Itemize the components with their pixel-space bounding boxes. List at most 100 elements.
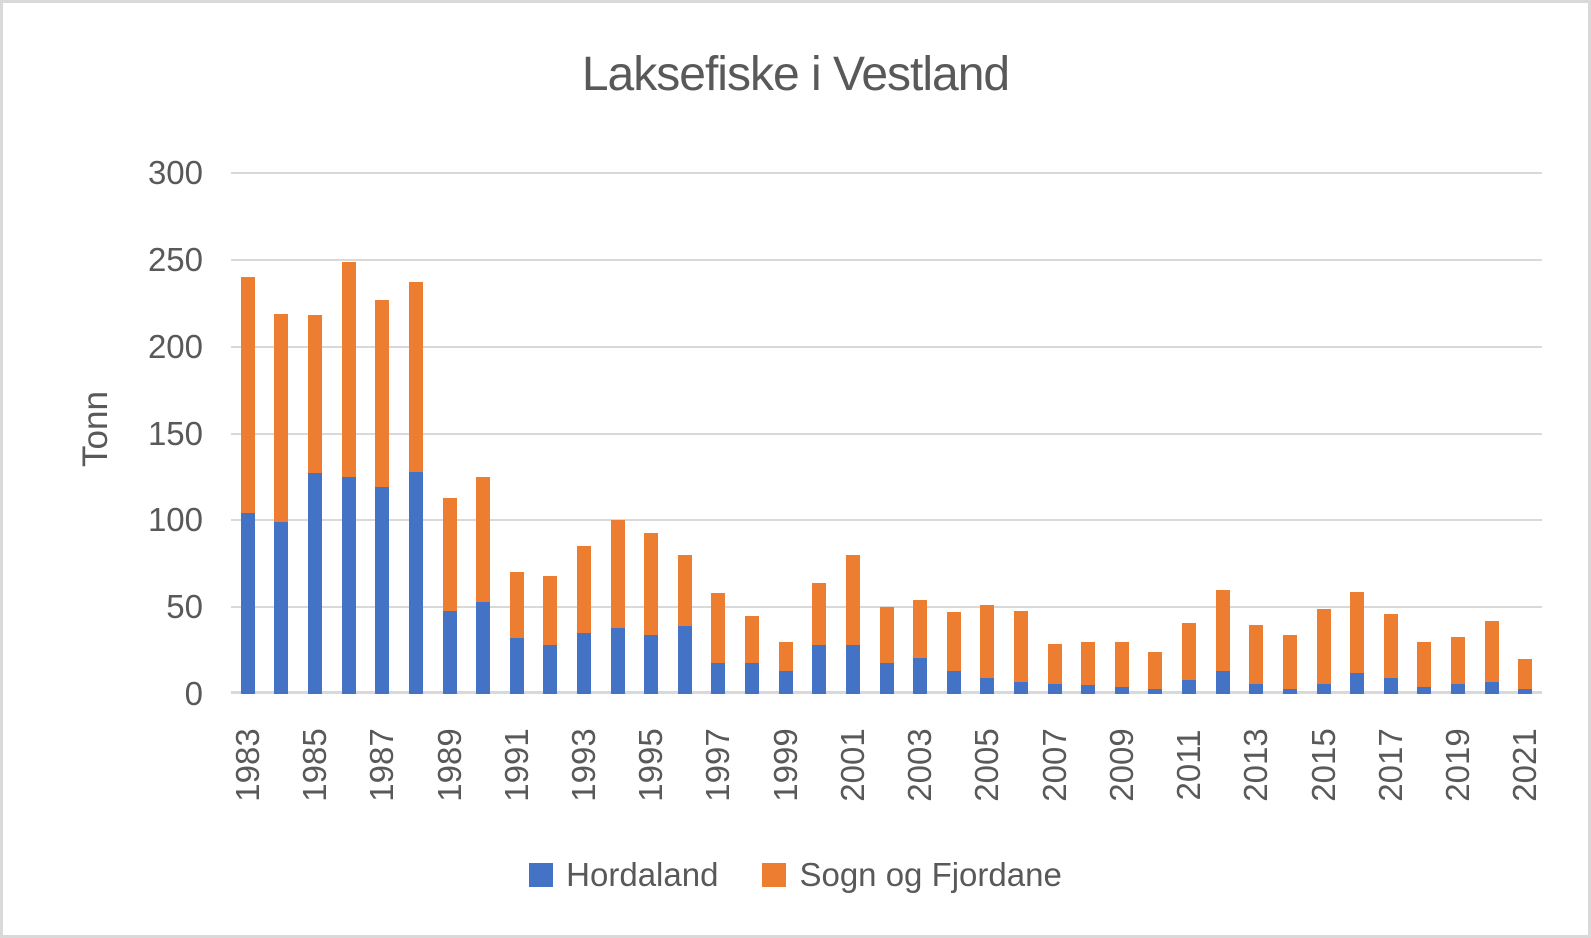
y-tick-label: 100	[147, 501, 203, 539]
bar-segment	[1182, 622, 1197, 681]
bar-segment	[375, 487, 390, 694]
x-tick-label: 1991	[497, 728, 535, 802]
gridline	[231, 258, 1542, 261]
x-tick-label: 1987	[363, 728, 401, 802]
bar-segment	[610, 628, 625, 694]
x-tick-label: 2005	[968, 728, 1006, 802]
y-tick-label: 50	[166, 588, 203, 626]
bar-segment	[308, 473, 323, 694]
y-tick-label: 0	[184, 675, 203, 712]
bar-segment	[1114, 641, 1129, 688]
bar-segment	[711, 593, 726, 663]
x-tick-label: 1997	[699, 728, 737, 802]
x-tick-label: 2003	[901, 728, 939, 802]
bar-segment	[543, 575, 558, 646]
bar-segment	[1047, 643, 1062, 684]
bar-segment	[308, 315, 323, 474]
x-tick-label: 2019	[1438, 728, 1476, 802]
bar-segment	[576, 633, 591, 694]
gridline	[231, 519, 1542, 522]
x-tick-label: 2015	[1304, 728, 1342, 802]
bar-segment	[980, 678, 995, 694]
y-tick-label: 250	[147, 240, 203, 278]
legend-item-hordaland: Hordaland	[529, 856, 718, 894]
x-tick-label: 1993	[564, 728, 602, 802]
bar-segment	[1215, 671, 1230, 694]
bar-segment	[240, 277, 255, 514]
bar-segment	[1282, 688, 1297, 694]
x-tick-label: 2021	[1506, 728, 1544, 802]
x-tick-label: 1999	[766, 728, 804, 802]
bar-segment	[745, 662, 760, 694]
bar-segment	[1013, 681, 1028, 694]
bar-segment	[509, 638, 524, 694]
x-tick-label: 1983	[228, 728, 266, 802]
x-tick-label: 2017	[1371, 728, 1409, 802]
gridline	[231, 345, 1542, 348]
legend: Hordaland Sogn og Fjordane	[3, 856, 1588, 894]
legend-swatch-sogn-og-fjordane-icon	[762, 863, 787, 887]
y-tick-label: 150	[147, 414, 203, 452]
bar-segment	[1282, 634, 1297, 689]
gridline	[231, 432, 1542, 435]
bar-segment	[913, 600, 928, 658]
bar-segment	[1249, 624, 1264, 684]
gridline	[231, 172, 1542, 174]
bar-segment	[1518, 688, 1533, 694]
bar-segment	[1114, 687, 1129, 694]
bar-segment	[1081, 641, 1096, 686]
bar-segment	[1484, 621, 1499, 682]
bar-segment	[1249, 683, 1264, 694]
legend-label-hordaland: Hordaland	[566, 856, 719, 893]
x-tick-label: 1989	[430, 728, 468, 802]
x-tick-label: 2001	[833, 728, 871, 802]
bar-segment	[845, 645, 860, 694]
y-tick-label: 300	[147, 154, 203, 191]
x-tick-label: 2009	[1102, 728, 1140, 802]
bar-segment	[980, 605, 995, 679]
bar-segment	[1047, 683, 1062, 694]
y-tick-label: 200	[147, 327, 203, 365]
bar-segment	[442, 497, 457, 611]
bar-segment	[1484, 681, 1499, 694]
bar-segment	[1148, 652, 1163, 689]
bar-segment	[509, 572, 524, 639]
x-tick-label: 2011	[1170, 729, 1208, 801]
bar-segment	[946, 612, 961, 672]
bar-segment	[1182, 680, 1197, 694]
bar-segment	[778, 641, 793, 672]
bar-segment	[1417, 641, 1432, 688]
bar-segment	[745, 615, 760, 663]
bar-segment	[677, 555, 692, 627]
x-tick-label: 2007	[1035, 728, 1073, 802]
chart-title: Laksefiske i Vestland	[581, 48, 1010, 101]
bar-segment	[711, 662, 726, 694]
bar-segment	[677, 626, 692, 694]
bar-segment	[543, 645, 558, 694]
bar-segment	[408, 471, 423, 694]
bar-segment	[610, 520, 625, 629]
x-tick-label: 1995	[632, 728, 670, 802]
bar-segment	[1350, 673, 1365, 694]
x-tick-label: 2013	[1237, 728, 1275, 802]
legend-item-sogn-og-fjordane: Sogn og Fjordane	[762, 856, 1062, 894]
bar-segment	[879, 607, 894, 663]
bar-segment	[1316, 608, 1331, 684]
bar-segment	[845, 555, 860, 646]
bar-segment	[1316, 683, 1331, 694]
bar-segment	[812, 582, 827, 646]
bar-segment	[341, 476, 356, 694]
bar-segment	[1383, 678, 1398, 694]
plot-area	[231, 172, 1542, 694]
bar-segment	[240, 513, 255, 694]
bar-segment	[341, 261, 356, 477]
bar-segment	[274, 313, 289, 523]
bar-segment	[1417, 687, 1432, 694]
bar-segment	[1518, 659, 1533, 689]
bar-segment	[1383, 614, 1398, 679]
bar-segment	[644, 532, 659, 635]
x-tick-label: 1985	[296, 728, 334, 802]
bar-segment	[408, 282, 423, 472]
bar-segment	[1215, 589, 1230, 672]
